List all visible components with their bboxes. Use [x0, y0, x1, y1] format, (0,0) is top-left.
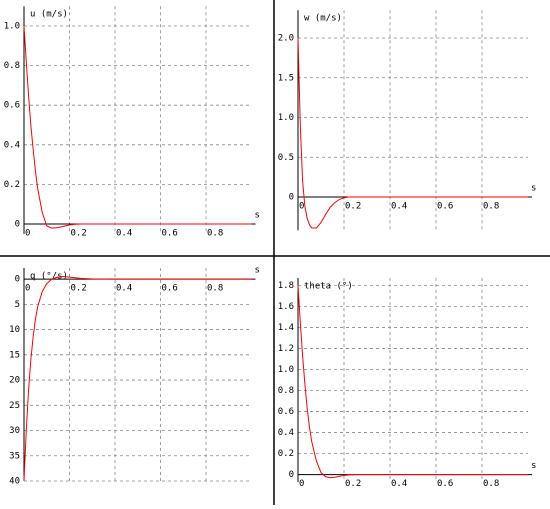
y-tick-label: 35 [9, 451, 20, 461]
data-line [23, 25, 252, 229]
x-tick-label: 0.8 [483, 202, 499, 212]
x-tick-label: 0.6 [437, 202, 453, 212]
y-tick-label: 0.6 [278, 407, 294, 417]
y-tick-label: 0 [15, 220, 20, 230]
x-tick-label: 0.4 [391, 202, 407, 212]
data-line [23, 276, 252, 482]
x-axis-label: s [531, 184, 536, 194]
y-tick-label: 2.0 [278, 34, 294, 44]
x-tick-label: 0.4 [391, 479, 407, 489]
y-tick-label: 20 [9, 376, 20, 386]
data-line [297, 38, 528, 229]
y-tick-label: 1.0 [278, 365, 294, 375]
y-tick-label: 0.4 [4, 140, 20, 150]
y-tick-label: 1.5 [278, 73, 294, 83]
y-tick-label: 0.2 [4, 180, 20, 190]
y-axis-label: w (m/s) [304, 14, 342, 24]
y-tick-label: 25 [9, 401, 20, 411]
y-tick-label: 1.4 [278, 323, 294, 333]
x-axis-label: s [255, 211, 260, 221]
y-tick-label: 0 [289, 193, 294, 203]
x-tick-label: 0.6 [162, 229, 178, 239]
x-tick-label: 0.4 [116, 229, 132, 239]
x-tick-label: 0.2 [345, 202, 361, 212]
x-tick-label: 0.8 [207, 229, 223, 239]
y-tick-label: 1.0 [278, 113, 294, 123]
x-tick-label: 0.2 [345, 479, 361, 489]
x-tick-label: 0 [299, 202, 304, 212]
y-tick-label: 0.5 [278, 153, 294, 163]
x-axis-label: s [255, 266, 260, 276]
x-tick-label: 0.6 [162, 284, 178, 294]
y-tick-label: 40 [9, 477, 20, 487]
y-tick-label: 1.2 [278, 344, 294, 354]
y-tick-label: 0.4 [278, 428, 294, 438]
y-tick-label: 30 [9, 426, 20, 436]
x-tick-label: 0 [25, 284, 30, 294]
y-axis-label: q (°/s) [30, 272, 68, 282]
x-tick-label: 0.2 [71, 229, 87, 239]
x-tick-label: 0.8 [207, 284, 223, 294]
y-tick-label: 0.8 [278, 386, 294, 396]
y-tick-label: 5 [15, 300, 20, 310]
x-tick-label: 0.8 [483, 479, 499, 489]
y-tick-label: 0 [15, 275, 20, 285]
y-tick-label: 1.6 [278, 302, 294, 312]
x-tick-label: 0 [299, 479, 304, 489]
y-tick-label: 0.8 [4, 61, 20, 71]
data-line [297, 285, 528, 479]
x-tick-label: 0.2 [71, 284, 87, 294]
y-tick-label: 0.2 [278, 449, 294, 459]
y-tick-label: 1.8 [278, 281, 294, 291]
y-tick-label: 10 [9, 325, 20, 335]
y-axis-label: theta (°) [304, 282, 353, 292]
y-axis-label: u (m/s) [30, 10, 68, 20]
x-tick-label: 0 [25, 229, 30, 239]
y-tick-label: 1.0 [4, 22, 20, 32]
x-tick-label: 0.4 [116, 284, 132, 294]
y-tick-label: 15 [9, 350, 20, 360]
x-tick-label: 0.6 [437, 479, 453, 489]
y-tick-label: 0.6 [4, 101, 20, 111]
y-tick-label: 0 [289, 470, 294, 480]
x-axis-label: s [531, 461, 536, 471]
